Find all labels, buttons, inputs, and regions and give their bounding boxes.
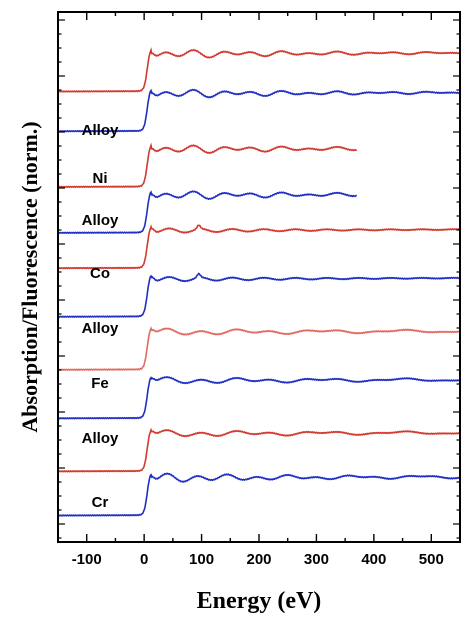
x-tick-label: 400 (361, 551, 386, 568)
x-tick-label: 100 (189, 551, 214, 568)
series-line (57, 325, 461, 372)
series-line (57, 427, 461, 473)
trace-label: Co (90, 265, 110, 282)
trace-label: Alloy (82, 122, 119, 139)
series-line (57, 224, 461, 270)
series-line (57, 472, 461, 517)
series-line (57, 88, 461, 133)
series-line (57, 142, 358, 189)
series-line (57, 272, 461, 319)
trace-labels: Alloy Ni Alloy Co Alloy Fe Alloy Cr (82, 122, 119, 511)
x-tick-label: 500 (419, 551, 444, 568)
trace-label: Fe (91, 375, 109, 392)
trace-label: Ni (93, 170, 108, 187)
y-axis-title: Absorption/Fluorescence (norm.) (17, 121, 42, 432)
x-tick-label: 300 (304, 551, 329, 568)
trace-label: Alloy (82, 212, 119, 229)
x-tick-label: 200 (246, 551, 271, 568)
series-line (57, 47, 461, 93)
series-line (57, 375, 461, 420)
traces (57, 47, 461, 517)
x-tick-label: 0 (140, 551, 148, 568)
trace-label: Alloy (82, 430, 119, 447)
series-line (57, 190, 358, 235)
trace-label: Cr (92, 494, 109, 511)
trace-label: Alloy (82, 320, 119, 337)
axis-ticks: -100 0 100 200 300 400 500 (57, 12, 461, 568)
x-tick-label: -100 (72, 551, 102, 568)
x-axis-title: Energy (eV) (197, 588, 322, 614)
